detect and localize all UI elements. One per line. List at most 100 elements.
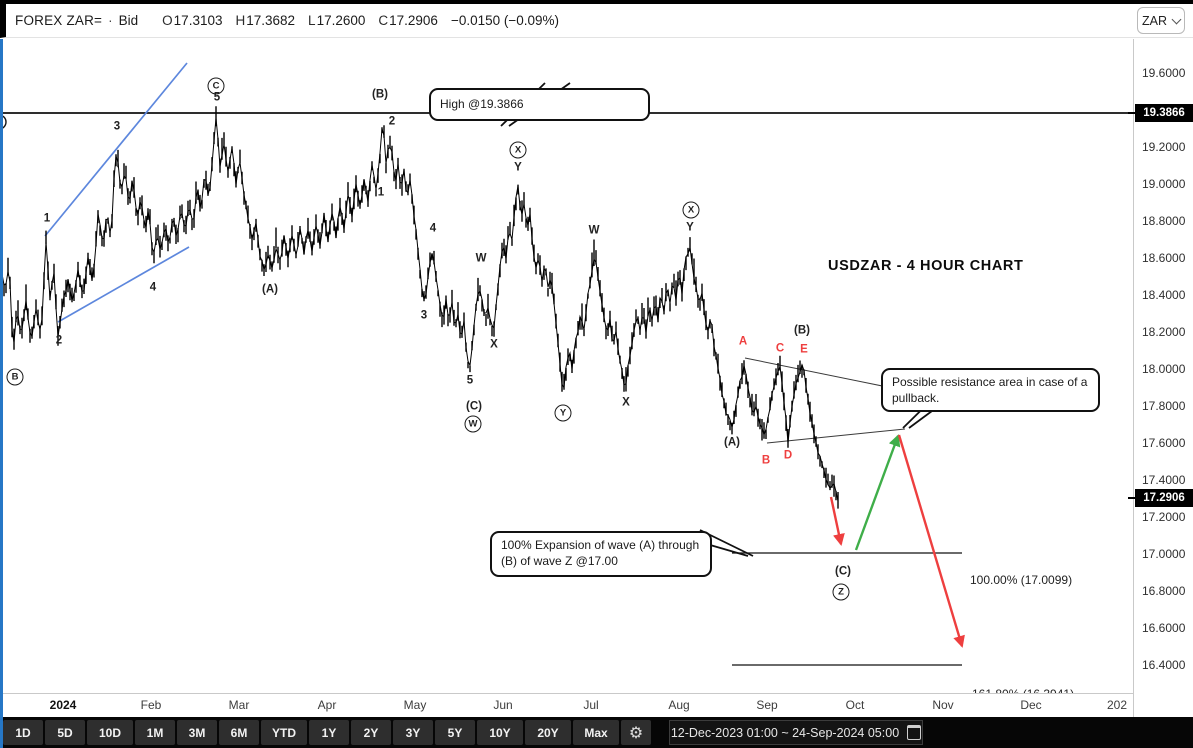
gear-icon: ⚙	[628, 724, 644, 742]
wave-label: X	[490, 338, 498, 351]
time-tick: Sep	[756, 698, 778, 712]
price-tick: 17.0000	[1142, 547, 1186, 561]
open-field: O17.3103	[162, 13, 223, 28]
range-button-1m[interactable]: 1M	[135, 720, 175, 745]
price-tick: 17.4000	[1142, 473, 1186, 487]
wave-label: 3	[113, 120, 121, 133]
time-tick: Apr	[317, 698, 337, 712]
trendline-blue-lower	[57, 246, 190, 323]
price-tick: 16.6000	[1142, 621, 1186, 635]
chart-canvas[interactable]: USDZAR - 4 HOUR CHART C 5 3 1 4 2 (A) B (B) 2 1 4 W 3…	[0, 39, 1133, 701]
separator-dot: ·	[108, 13, 113, 28]
calendar-icon	[907, 725, 922, 740]
wave-label: (A)	[262, 283, 278, 296]
wave-label: Y	[514, 161, 522, 174]
expansion-callout[interactable]: 100% Expansion of wave (A) through (B) o…	[490, 531, 712, 577]
wave-label: (C)	[835, 565, 851, 578]
wave-label: W	[588, 224, 600, 237]
price-tick: 16.8000	[1142, 584, 1186, 598]
range-button-max[interactable]: Max	[573, 720, 619, 745]
time-tick: Mar	[228, 698, 250, 712]
wave-label: (A)	[724, 436, 740, 449]
time-tick: May	[403, 698, 427, 712]
circled-wave-label: Z	[832, 583, 850, 601]
drop-to-target-arrow	[829, 496, 845, 546]
range-button-10d[interactable]: 10D	[87, 720, 133, 745]
time-axis[interactable]: ◎ 2024FebMarAprMayJunJulAugSepOctNovDec2…	[0, 693, 1193, 717]
wave-label: 3	[420, 309, 428, 322]
date-range-picker[interactable]: 12-Dec-2023 01:00 ~ 24-Sep-2024 05:00	[669, 720, 923, 745]
quote-topbar: FOREX ZAR= · Bid O17.3103 H17.3682 L17.2…	[0, 4, 1193, 38]
range-button-6m[interactable]: 6M	[219, 720, 259, 745]
chart-drawing-layer	[0, 62, 1133, 666]
wave-label: X	[622, 396, 630, 409]
range-button-10y[interactable]: 10Y	[477, 720, 523, 745]
range-button-5y[interactable]: 5Y	[435, 720, 475, 745]
high-callout[interactable]: High @19.3866	[429, 88, 650, 121]
price-series	[0, 106, 839, 509]
price-tick: 19.2000	[1142, 140, 1186, 154]
wave-label: 5	[213, 91, 221, 104]
window-accent-stripe	[0, 39, 3, 748]
close-field: C17.2906	[378, 13, 438, 28]
symbol-name: FOREX ZAR=	[15, 13, 103, 28]
triangle-upper-line	[744, 357, 898, 390]
wave-label: (B)	[372, 88, 388, 101]
wave-label: A	[738, 335, 748, 348]
price-tick: 18.4000	[1142, 288, 1186, 302]
range-button-1y[interactable]: 1Y	[309, 720, 349, 745]
wave-label: (C)	[466, 400, 482, 413]
time-tick: Oct	[845, 698, 865, 712]
range-button-ytd[interactable]: YTD	[261, 720, 307, 745]
price-tick: 18.6000	[1142, 251, 1186, 265]
range-button-20y[interactable]: 20Y	[525, 720, 571, 745]
wave-label: (B)	[794, 324, 810, 337]
price-tick: 16.4000	[1142, 658, 1186, 672]
wave-label: 4	[149, 281, 157, 294]
wave-label: E	[800, 343, 808, 356]
time-tick: Jun	[493, 698, 513, 712]
range-button-3m[interactable]: 3M	[177, 720, 217, 745]
range-buttons: 1D 5D 10D 1M 3M 6M YTD 1Y 2Y 3Y 5Y 10Y 20Y Max	[3, 720, 619, 745]
pullback-up-arrow	[854, 434, 901, 551]
circled-wave-label: X	[509, 141, 527, 159]
range-button-2y[interactable]: 2Y	[351, 720, 391, 745]
time-tick: Aug	[668, 698, 690, 712]
circled-wave-label: Y	[554, 404, 572, 422]
price-axis[interactable]: 19.6000 19.2000 19.0000 18.8000 18.6000 18.40…	[1128, 39, 1193, 717]
wave-label: W	[475, 252, 487, 265]
currency-selector[interactable]: ZAR	[1137, 7, 1185, 34]
chevron-down-icon	[1171, 14, 1182, 24]
price-tick: 17.2000	[1142, 510, 1186, 524]
price-tick: 17.8000	[1142, 399, 1186, 413]
range-button-5d[interactable]: 5D	[45, 720, 85, 745]
time-tick: Feb	[140, 698, 162, 712]
price-badge: 19.3866	[1128, 104, 1193, 122]
time-tick: Dec	[1020, 698, 1042, 712]
triangle-lower-line	[766, 428, 906, 444]
gear-button[interactable]: ⚙	[621, 720, 651, 745]
range-button-1d[interactable]: 1D	[3, 720, 43, 745]
quote-type: Bid	[118, 13, 139, 28]
trendline-blue-upper	[44, 62, 188, 237]
price-tick: 19.6000	[1142, 66, 1186, 80]
range-toolbar: 1D 5D 10D 1M 3M 6M YTD 1Y 2Y 3Y 5Y 10Y 20Y Max ⚙ 12-D…	[0, 717, 1193, 748]
price-tick: 19.0000	[1142, 177, 1186, 191]
low-field: L17.2600	[308, 13, 366, 28]
projection-down-arrow	[897, 434, 965, 648]
annotation-arrows	[829, 434, 965, 648]
wave-label: 2	[388, 115, 396, 128]
ohlc-readout: O17.3103 H17.3682 L17.2600 C17.2906	[162, 13, 438, 28]
time-tick: Nov	[932, 698, 954, 712]
circled-wave-label: X	[682, 201, 700, 219]
wave-label: 1	[43, 212, 51, 225]
window-frame-top	[0, 0, 1193, 4]
resistance-callout[interactable]: Possible resistance area in case of a pu…	[881, 368, 1100, 412]
time-tick: 202	[1106, 698, 1128, 712]
price-tick: 18.0000	[1142, 362, 1186, 376]
range-button-3y[interactable]: 3Y	[393, 720, 433, 745]
circled-wave-label: B	[6, 368, 24, 386]
price-series-outline	[0, 118, 839, 502]
wave-label: D	[783, 449, 793, 462]
